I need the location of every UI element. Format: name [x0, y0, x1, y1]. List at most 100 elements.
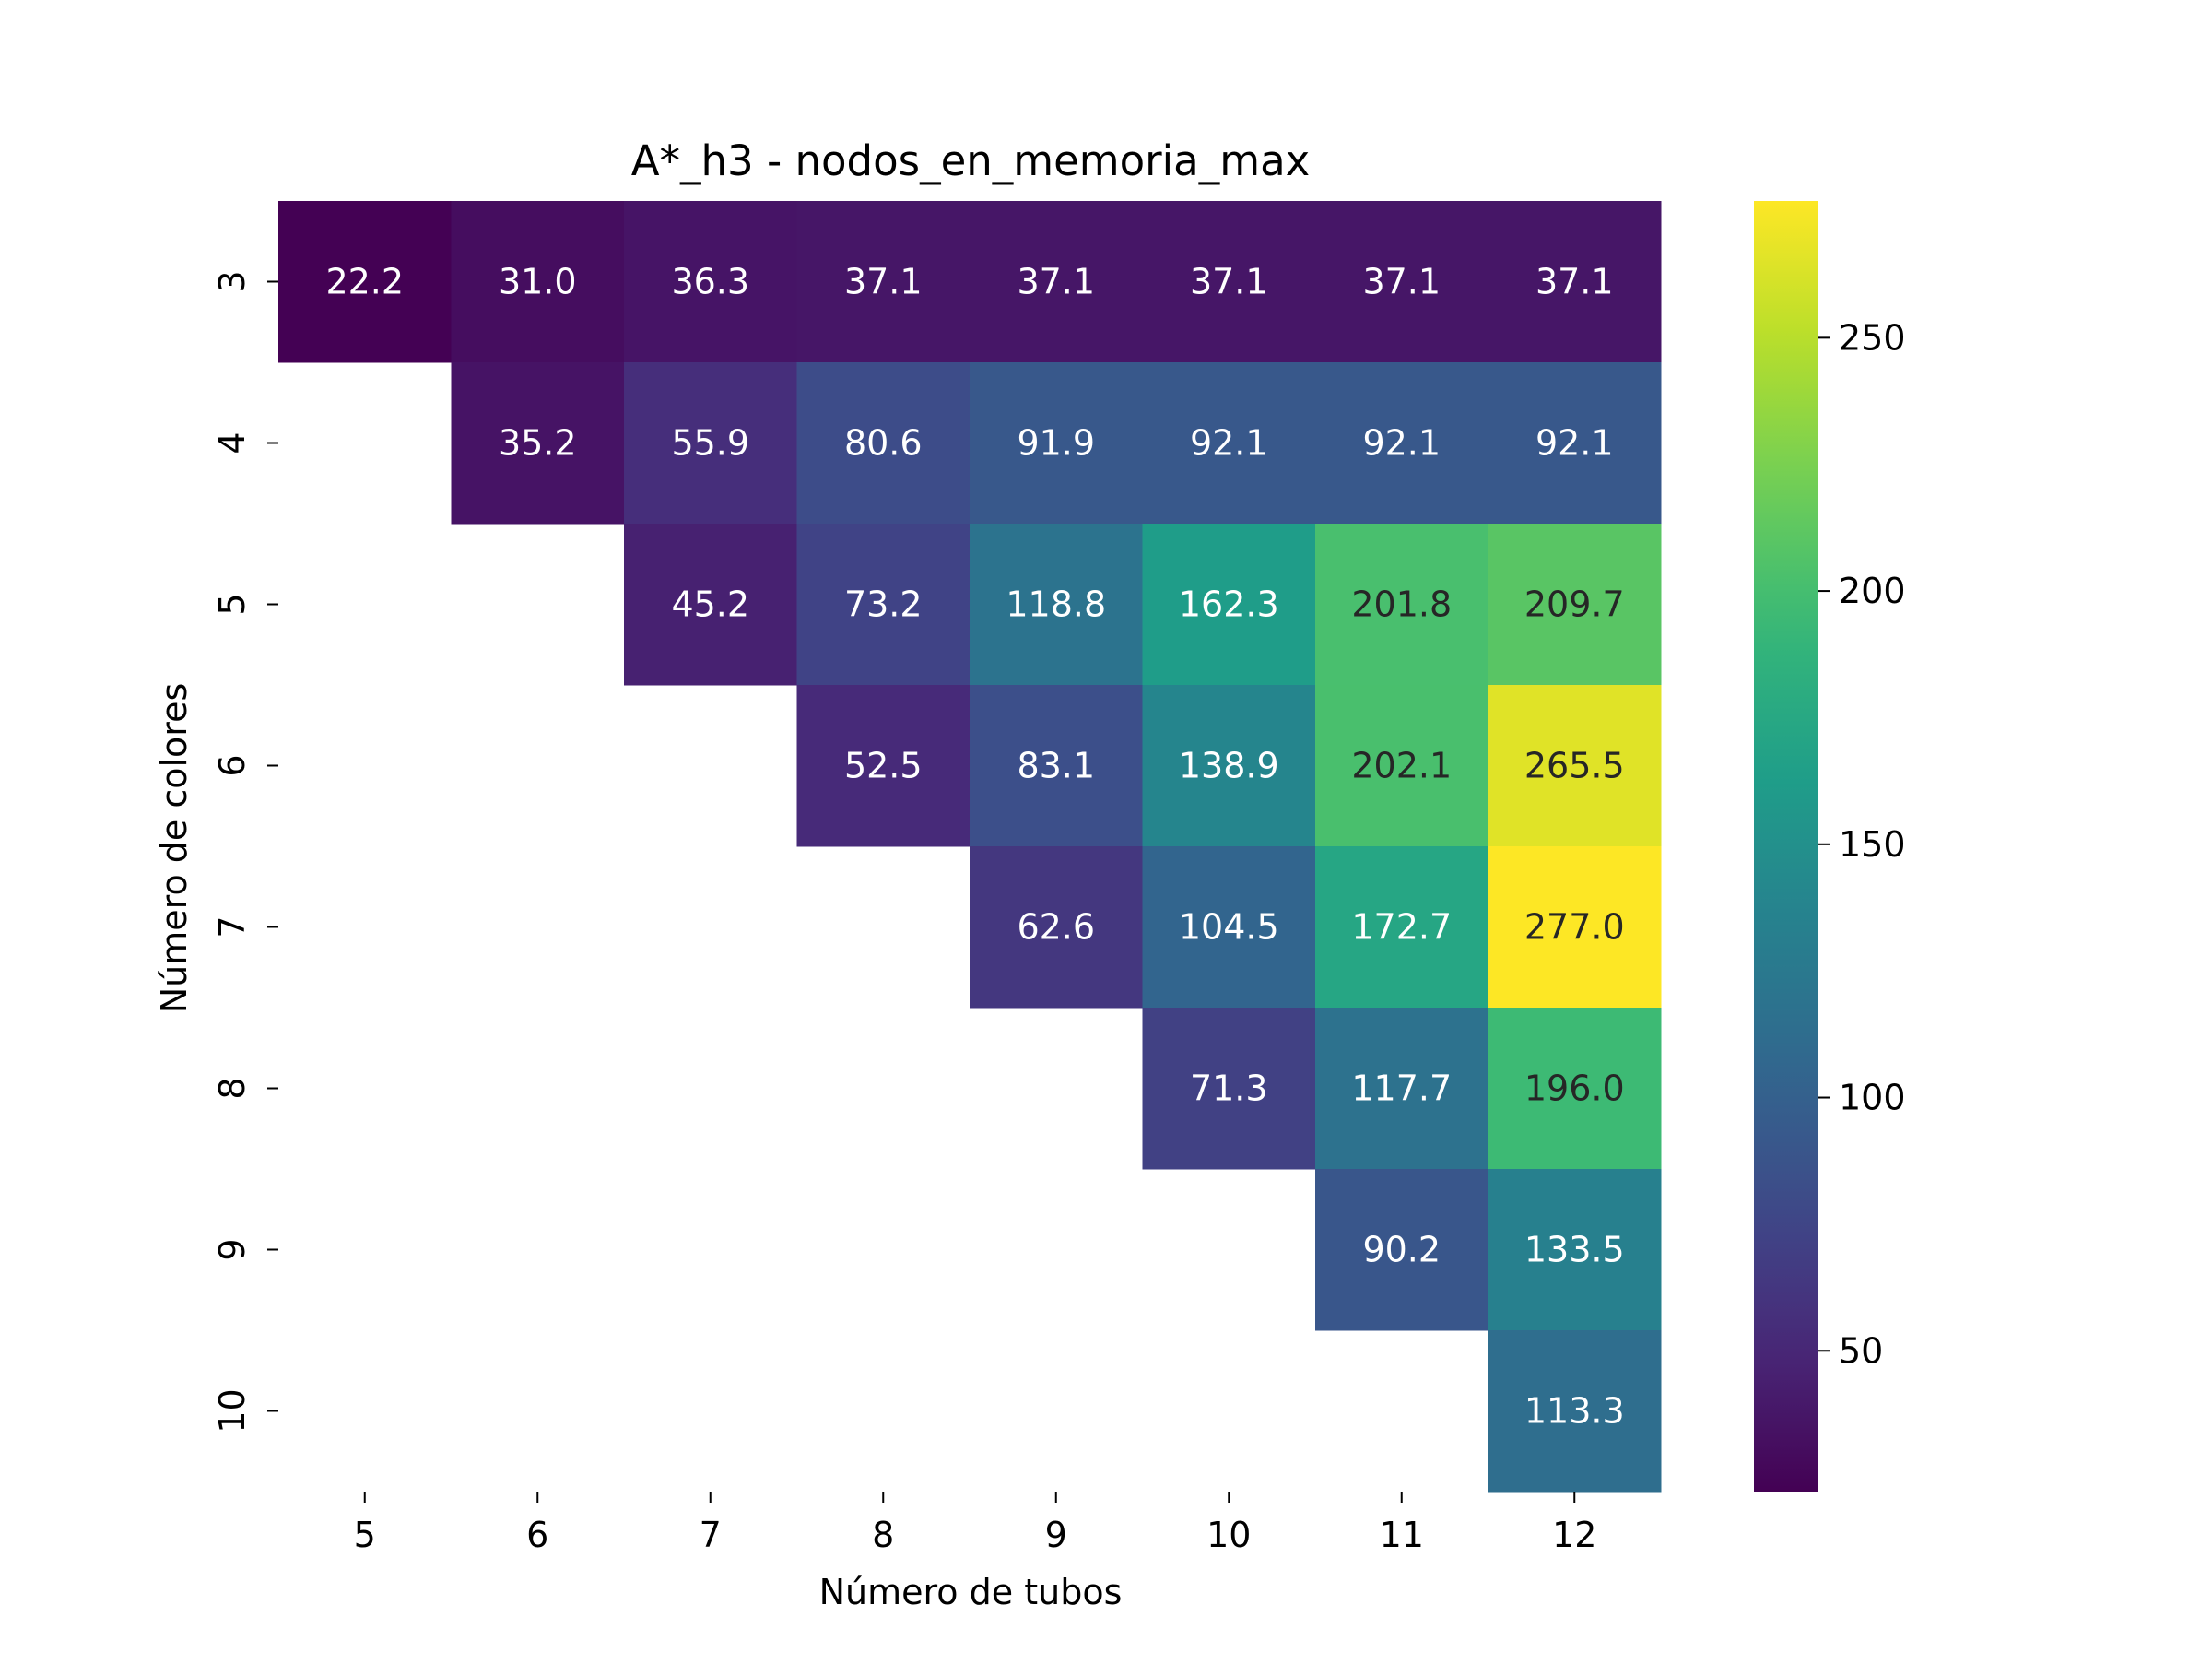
cell-value-label: 37.1 [1535, 262, 1614, 302]
cell-value-label: 202.1 [1351, 746, 1452, 786]
heatmap-cell [278, 201, 452, 363]
heatmap-cell [1488, 846, 1662, 1009]
cell-value-label: 37.1 [1362, 262, 1441, 302]
x-tick-label: 11 [1380, 1515, 1424, 1555]
y-tick-label: 7 [212, 915, 253, 938]
y-tick-label: 6 [212, 754, 253, 776]
x-axis-label: Número de tubos [819, 1572, 1123, 1612]
cell-value-label: 35.2 [499, 423, 577, 464]
heatmap-cell [970, 846, 1143, 1009]
cell-value-label: 83.1 [1017, 746, 1095, 786]
colorbar-tick-label: 250 [1839, 317, 1906, 358]
cell-value-label: 31.0 [499, 262, 577, 302]
colorbar: 50 100 150 200 250 [1754, 201, 1906, 1492]
cell-value-label: 71.3 [1190, 1068, 1268, 1109]
x-tick-label: 8 [872, 1515, 894, 1555]
cell-value-label: 36.3 [671, 262, 749, 302]
x-tick-label: 6 [526, 1515, 548, 1555]
heatmap-cell [1142, 362, 1316, 525]
cell-value-label: 117.7 [1351, 1068, 1452, 1109]
heatmap-cell [451, 362, 625, 525]
heatmap-cell [1315, 685, 1488, 847]
x-tick-label: 9 [1045, 1515, 1067, 1555]
cell-value-label: 265.5 [1524, 746, 1625, 786]
y-tick-label: 3 [212, 270, 253, 292]
y-tick-label: 4 [212, 431, 253, 454]
heatmap-cell [1142, 685, 1316, 847]
heatmap-cell [1488, 1169, 1662, 1331]
heatmap-cell [1315, 846, 1488, 1009]
cell-value-label: 138.9 [1179, 746, 1279, 786]
x-tick-label: 7 [700, 1515, 722, 1555]
chart-title: A*_h3 - nodos_en_memoria_max [631, 136, 1311, 185]
cell-value-label: 37.1 [1190, 262, 1268, 302]
heatmap-cell [1488, 1008, 1662, 1170]
cell-value-label: 52.5 [844, 746, 923, 786]
cell-value-label: 92.1 [1362, 423, 1441, 464]
cell-value-label: 104.5 [1179, 907, 1279, 948]
heatmap-cell [796, 524, 971, 686]
cell-value-label: 37.1 [1017, 262, 1095, 302]
y-tick-label: 10 [212, 1388, 253, 1433]
colorbar-tick-label: 100 [1839, 1078, 1906, 1118]
y-tick-label: 9 [212, 1238, 253, 1260]
cell-value-label: 201.8 [1351, 584, 1452, 625]
colorbar-tick-label: 200 [1839, 571, 1906, 611]
heatmap-cell [1142, 846, 1316, 1009]
cell-value-label: 92.1 [1535, 423, 1614, 464]
cell-value-label: 277.0 [1524, 907, 1625, 948]
cell-value-label: 118.8 [1006, 584, 1106, 625]
colorbar-tick-label: 150 [1839, 824, 1906, 865]
heatmap-cell [1488, 685, 1662, 847]
heatmap-cell [796, 362, 971, 525]
cell-value-label: 113.3 [1524, 1391, 1625, 1432]
heatmap-cell [1488, 362, 1662, 525]
cell-value-label: 37.1 [844, 262, 923, 302]
heatmap-cell [1315, 1008, 1488, 1170]
cell-value-label: 133.5 [1524, 1230, 1625, 1270]
y-axis: 3 4 5 6 7 8 9 10 [212, 270, 278, 1434]
cell-value-label: 209.7 [1524, 584, 1625, 625]
heatmap-cell [451, 201, 625, 363]
heatmap-cell [970, 685, 1143, 847]
heatmap-cell [1488, 1330, 1662, 1493]
heatmap-cell [1142, 201, 1316, 363]
cell-value-label: 22.2 [325, 262, 404, 302]
heatmap-cell [970, 524, 1143, 686]
heatmap-cell [1315, 1169, 1488, 1331]
cell-value-label: 162.3 [1179, 584, 1279, 625]
cell-value-label: 80.6 [844, 423, 923, 464]
heatmap-cell [796, 685, 971, 847]
cell-value-label: 196.0 [1524, 1068, 1625, 1109]
heatmap-cell [1315, 201, 1488, 363]
x-tick-label: 12 [1552, 1515, 1596, 1555]
x-tick-label: 5 [354, 1515, 376, 1555]
cell-value-label: 45.2 [671, 584, 749, 625]
cell-value-label: 92.1 [1190, 423, 1268, 464]
cell-value-label: 73.2 [844, 584, 923, 625]
cell-value-label: 91.9 [1017, 423, 1095, 464]
x-axis: 5 6 7 8 9 10 11 12 [354, 1492, 1596, 1555]
colorbar-gradient [1754, 201, 1818, 1492]
cell-value-label: 172.7 [1351, 907, 1452, 948]
heatmap-cell [1488, 524, 1662, 686]
colorbar-tick-label: 50 [1839, 1330, 1883, 1371]
x-tick-label: 10 [1206, 1515, 1251, 1555]
cell-value-label: 62.6 [1017, 907, 1095, 948]
cell-value-label: 90.2 [1362, 1230, 1441, 1270]
heatmap-cell [796, 201, 971, 363]
heatmap-cell [1488, 201, 1662, 363]
heatmap-cell [624, 362, 797, 525]
heatmap-cell [1315, 524, 1488, 686]
y-tick-label: 5 [212, 593, 253, 615]
heatmap-cell [624, 524, 797, 686]
heatmap-cell [624, 201, 797, 363]
y-axis-label: Número de colores [154, 683, 194, 1014]
y-tick-label: 8 [212, 1077, 253, 1099]
heatmap-cell [970, 201, 1143, 363]
cell-value-label: 55.9 [671, 423, 749, 464]
heatmap-cell [1142, 1008, 1316, 1170]
heatmap-cell [970, 362, 1143, 525]
